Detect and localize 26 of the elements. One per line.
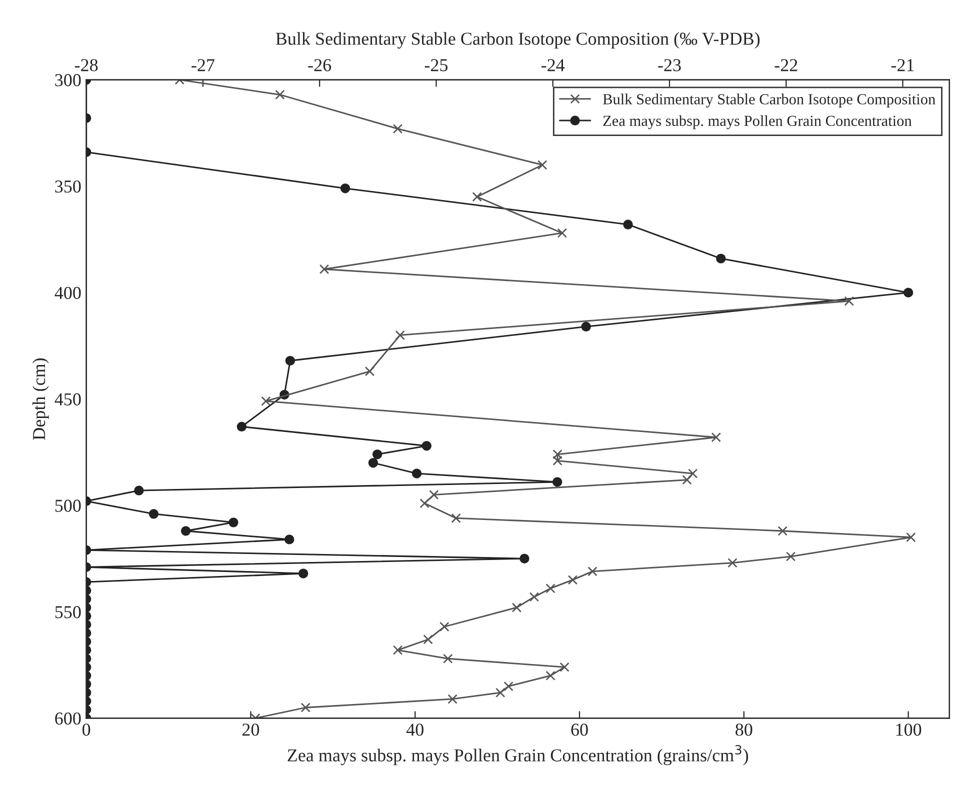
y-tick-label: 600 <box>55 712 81 725</box>
y-tick-label: 350 <box>55 180 81 193</box>
x-axis-title: Zea mays subsp. mays Pollen Grain Concentration (grains/cm$^{3}$) <box>288 744 748 766</box>
y-tick-label: 450 <box>54 393 81 406</box>
y-tick-label: 300 <box>55 74 81 86</box>
y-axis-title: Depth (cm) <box>32 358 49 440</box>
x-tick-label: 40 <box>406 724 424 736</box>
x2-tick-label: -24 <box>541 59 565 72</box>
x2-tick-label: -21 <box>891 59 914 72</box>
x-tick-label: 20 <box>242 724 260 736</box>
legend-label: Zea mays subsp. mays Pollen Grain Concentration <box>603 115 912 130</box>
x2-tick-label: -27 <box>192 59 214 72</box>
x-tick-label: 0 <box>82 724 90 736</box>
x-tick-label: 60 <box>571 724 588 736</box>
y-tick-label: 500 <box>55 500 81 512</box>
x2-axis-title: Bulk Sedimentary Stable Carbon Isotope Composition (‰ V-PDB) <box>276 32 760 49</box>
x2-tick-label: -25 <box>424 59 448 72</box>
x-tick-label: 100 <box>896 724 922 736</box>
legend-label: Bulk Sedimentary Stable Carbon Isotope Composition <box>602 94 936 108</box>
x2-tick-label: -23 <box>658 59 681 72</box>
x2-tick-label: -28 <box>74 59 98 72</box>
x2-tick-label: -22 <box>774 59 798 72</box>
x2-tick-label: -26 <box>308 59 332 72</box>
x-tick-label: 80 <box>736 724 752 736</box>
y-tick-label: 550 <box>55 606 81 618</box>
y-tick-label: 400 <box>54 286 81 300</box>
